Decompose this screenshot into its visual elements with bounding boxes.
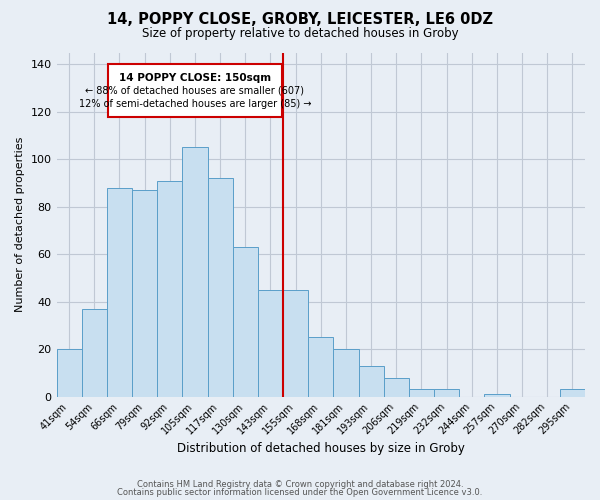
Bar: [359, 366, 383, 396]
Text: Size of property relative to detached houses in Groby: Size of property relative to detached ho…: [142, 28, 458, 40]
Bar: [308, 338, 334, 396]
Bar: [56, 349, 82, 397]
Bar: [560, 390, 585, 396]
Bar: [383, 378, 409, 396]
FancyBboxPatch shape: [108, 64, 282, 116]
Y-axis label: Number of detached properties: Number of detached properties: [15, 137, 25, 312]
Bar: [484, 394, 509, 396]
Text: 12% of semi-detached houses are larger (85) →: 12% of semi-detached houses are larger (…: [79, 99, 311, 109]
Text: 14, POPPY CLOSE, GROBY, LEICESTER, LE6 0DZ: 14, POPPY CLOSE, GROBY, LEICESTER, LE6 0…: [107, 12, 493, 28]
Bar: [233, 247, 258, 396]
Bar: [132, 190, 157, 396]
Bar: [182, 148, 208, 396]
X-axis label: Distribution of detached houses by size in Groby: Distribution of detached houses by size …: [177, 442, 465, 455]
Bar: [258, 290, 283, 397]
Bar: [107, 188, 132, 396]
Bar: [157, 180, 182, 396]
Bar: [82, 309, 107, 396]
Bar: [434, 390, 459, 396]
Bar: [208, 178, 233, 396]
Text: 14 POPPY CLOSE: 150sqm: 14 POPPY CLOSE: 150sqm: [119, 72, 271, 83]
Bar: [283, 290, 308, 397]
Bar: [334, 349, 359, 397]
Text: ← 88% of detached houses are smaller (607): ← 88% of detached houses are smaller (60…: [85, 86, 304, 96]
Text: Contains HM Land Registry data © Crown copyright and database right 2024.: Contains HM Land Registry data © Crown c…: [137, 480, 463, 489]
Text: Contains public sector information licensed under the Open Government Licence v3: Contains public sector information licen…: [118, 488, 482, 497]
Bar: [409, 390, 434, 396]
